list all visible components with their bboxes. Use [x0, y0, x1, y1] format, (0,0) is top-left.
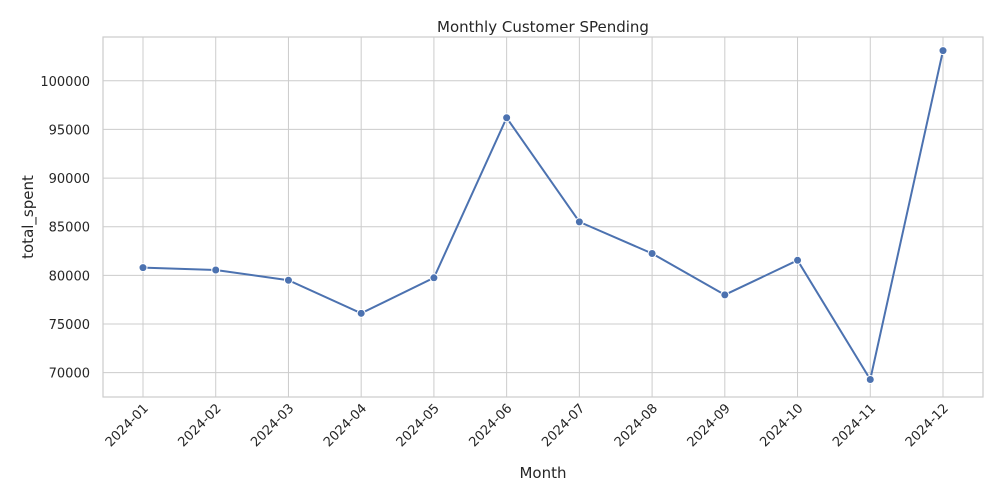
y-tick-label: 95000	[49, 123, 90, 138]
y-axis-label: total_spent	[19, 175, 38, 259]
data-point	[283, 275, 293, 285]
data-points	[138, 46, 948, 384]
x-tick-label: 2024-03	[248, 401, 297, 450]
x-axis-label: Month	[519, 464, 566, 482]
data-point	[647, 248, 657, 258]
y-tick-label: 75000	[49, 318, 90, 333]
data-point	[429, 273, 439, 283]
y-tick-label: 80000	[49, 269, 90, 284]
x-tick-label: 2024-12	[903, 401, 952, 450]
data-point	[720, 290, 730, 300]
x-tick-label: 2024-04	[321, 401, 370, 450]
x-tick-label: 2024-09	[685, 401, 734, 450]
data-point	[793, 255, 803, 265]
plot-frame	[102, 36, 984, 398]
data-point	[356, 308, 366, 318]
x-tick-label: 2024-11	[830, 401, 879, 450]
data-point	[865, 374, 875, 384]
x-tick-label: 2024-08	[612, 401, 661, 450]
data-point	[502, 113, 512, 123]
series-line	[142, 50, 944, 383]
x-tick-label: 2024-07	[539, 401, 588, 450]
chart-title: Monthly Customer SPending	[437, 18, 649, 36]
data-point	[938, 46, 948, 56]
y-tick-label: 90000	[49, 172, 90, 187]
data-point	[138, 263, 148, 273]
y-ticks: 70000 75000 80000 85000 90000 95000 100000	[40, 75, 90, 382]
y-tick-label: 100000	[40, 75, 90, 90]
x-tick-label: 2024-06	[466, 401, 515, 450]
grid	[103, 37, 983, 397]
x-ticks: 2024-01 2024-02 2024-03 2024-04 2024-05 2024-…	[103, 401, 952, 450]
y-tick-label: 70000	[49, 367, 90, 382]
x-tick-label: 2024-10	[757, 401, 806, 450]
data-point	[211, 265, 221, 275]
x-tick-label: 2024-02	[176, 401, 225, 450]
data-point	[574, 217, 584, 227]
x-tick-label: 2024-05	[394, 401, 443, 450]
x-tick-label: 2024-01	[103, 401, 152, 450]
y-tick-label: 85000	[49, 221, 90, 236]
